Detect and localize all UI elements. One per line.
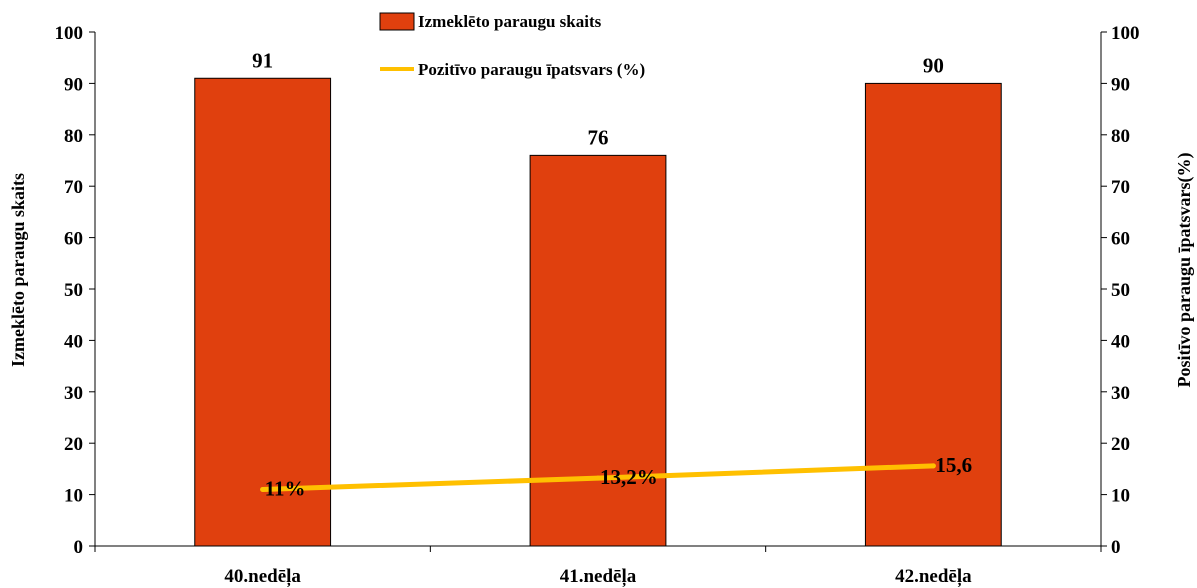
bar-value-label: 91 [252, 48, 273, 72]
line-value-label: 11% [265, 476, 306, 500]
y-tick-label-right: 20 [1111, 434, 1130, 455]
y-tick-label-right: 90 [1111, 74, 1130, 95]
line-value-label: 13,2% [600, 465, 658, 489]
line-point [930, 463, 936, 469]
bar [194, 77, 332, 547]
x-tick-label: 40.nedēļa [224, 566, 301, 587]
x-tick-label: 41.nedēļa [560, 566, 637, 587]
bar-value-label: 76 [588, 125, 609, 149]
data-labels: 91 76 90 11% 13,2% 15,6 [252, 48, 972, 500]
y-tick-label-left: 40 [64, 331, 83, 352]
legend-label-line: Pozitīvo paraugu īpatsvars (%) [418, 60, 645, 79]
y-tick-label-left: 80 [64, 126, 83, 147]
y-tick-label-left: 20 [64, 434, 83, 455]
y-tick-label-right: 0 [1111, 537, 1121, 558]
y-tick-label-left: 30 [64, 383, 83, 404]
legend: Izmeklēto paraugu skaits Pozitīvo paraug… [379, 12, 645, 79]
y-tick-label-right: 70 [1111, 177, 1130, 198]
y-tick-label-left: 90 [64, 74, 83, 95]
y-tick-label-right: 50 [1111, 280, 1130, 301]
line-point [595, 475, 601, 481]
axes: 0 0 10 10 20 20 30 30 40 40 50 50 60 60 70 70 80 80 90 90 10… [55, 23, 1140, 587]
legend-label-bar: Izmeklēto paraugu skaits [418, 12, 602, 31]
y-tick-label-left: 70 [64, 177, 83, 198]
y-tick-label-right: 10 [1111, 486, 1130, 507]
line-value-label: 15,6 [935, 453, 972, 477]
y-tick-label-left: 10 [64, 486, 83, 507]
y-tick-label-left: 60 [64, 229, 83, 250]
y-tick-label-right: 60 [1111, 229, 1130, 250]
y-axis-title-right: Positīvo paraugu īpatsvars(%) [1174, 152, 1195, 387]
y-tick-label-right: 80 [1111, 126, 1130, 147]
y-tick-label-left: 100 [55, 23, 84, 44]
y-axis-title-left: Izmeklēto paraugu skaits [8, 173, 28, 367]
y-tick-label-left: 0 [74, 537, 84, 558]
bar-value-label: 90 [923, 53, 944, 77]
bars [194, 77, 1002, 547]
line-point [260, 486, 266, 492]
line-series [260, 463, 936, 492]
y-tick-label-right: 100 [1111, 23, 1140, 44]
x-tick-label: 42.nedēļa [895, 566, 972, 587]
y-tick-label-right: 30 [1111, 383, 1130, 404]
y-tick-label-left: 50 [64, 280, 83, 301]
bar [864, 82, 1002, 547]
legend-swatch-bar [379, 12, 415, 31]
y-tick-label-right: 40 [1111, 331, 1130, 352]
